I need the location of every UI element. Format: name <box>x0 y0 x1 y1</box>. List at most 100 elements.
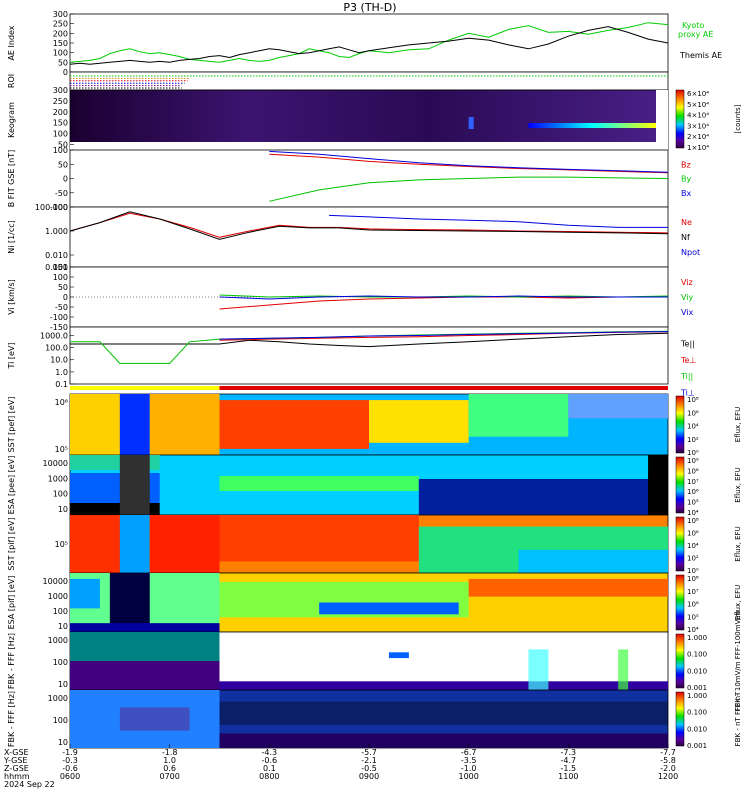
esa_e-spectral-region <box>119 455 150 515</box>
density-ytick-label: 0.001 <box>45 263 68 272</box>
axis-row-label: X-GSE <box>4 748 29 757</box>
sst_i-spectral-region <box>119 515 150 573</box>
bfield-ytick-label: -100 <box>50 203 68 212</box>
axis-tick-value: -7.7 <box>660 748 676 757</box>
axis-tick-value: 0.1 <box>263 764 276 773</box>
keogram-ytick-label: 150 <box>53 119 68 128</box>
density-ytick-label: 0.010 <box>45 251 68 260</box>
fbk_e-ytick-label: 10 <box>58 680 68 689</box>
axis-tick-value: -2.1 <box>361 756 377 765</box>
temperature-legend-entry: Ti⊥ <box>680 389 695 398</box>
esa_i-colorbar <box>675 574 685 631</box>
axis-tick-value: -1.8 <box>162 748 178 757</box>
fbk_e-spectral-region <box>388 652 409 659</box>
velocity-ytick-label: 100 <box>53 273 68 282</box>
velocity-series-vix <box>219 295 668 300</box>
keogram-colorbar-tick: 2×10⁴ <box>687 133 709 141</box>
velocity-ytick-label: -100 <box>50 313 68 322</box>
esa_e-ytick-label: 1000 <box>48 474 68 483</box>
axis-tick-value: -5.7 <box>361 748 377 757</box>
velocity-legend-entry: Vix <box>681 308 694 317</box>
keogram-colorbar-label: [counts] <box>734 104 742 133</box>
density-ytick-label: 100.000 <box>35 203 68 212</box>
esa_e-colorbar-tick: 10⁵ <box>687 499 699 507</box>
esa_i-colorbar-tick: 10⁴ <box>687 626 699 634</box>
ae-ytick-label: 150 <box>53 39 68 48</box>
ae-legend-themis: Themis AE <box>679 51 722 60</box>
sst_i-spectral-region <box>219 515 419 562</box>
esa_i-spectral-region <box>70 623 220 632</box>
temperature-legend-entry: Ti|| <box>680 372 693 381</box>
axis-tick-value: 1.0 <box>163 756 176 765</box>
ae-plot-area <box>69 13 669 73</box>
fbk_b-colorbar-label: FBK - nT FFF-nT <box>734 691 742 746</box>
axis-tick-value: -4.7 <box>561 756 577 765</box>
fbk_e-ylabel: FBK - FFF [Hz] <box>7 633 16 689</box>
esa_i-colorbar-tick: 10⁸ <box>687 575 699 583</box>
temperature-ytick-label: 1000.0 <box>40 331 68 340</box>
keogram-colorbar-tick: 3×10⁴ <box>687 122 709 130</box>
velocity-legend-entry: Viz <box>681 278 693 287</box>
esa_e-ylabel: ESA [pee] [eV] <box>7 456 16 515</box>
axis-tick-value: -1.5 <box>561 764 577 773</box>
esa_e-ytick-label: 10 <box>58 505 68 514</box>
temperature-legend-entry: Te|| <box>680 339 695 348</box>
fbk_b-ytick-label: 10 <box>58 738 68 747</box>
sst_i-spectral-region <box>518 549 668 573</box>
esa_i-ytick-label: 100 <box>53 607 68 616</box>
axis-tick-value: -3.5 <box>461 756 477 765</box>
velocity-ytick-label: 0 <box>63 293 68 302</box>
temperature-ylabel: Ti [eV] <box>7 342 16 369</box>
fbk_b-spectral-region <box>119 707 190 731</box>
fbk_b-colorbar-tick: 0.010 <box>687 725 707 733</box>
mode-bar-slow <box>70 386 220 390</box>
fbk_e-colorbar-tick: 0.001 <box>687 684 707 692</box>
fbk_b-colorbar-tick: 0.100 <box>687 709 707 717</box>
esa_i-ytick-label: 10 <box>58 622 68 631</box>
keogram-ytick-label: 250 <box>53 97 68 106</box>
axis-tick-value: 1000 <box>458 772 478 781</box>
sst_e-colorbar-tick: 10⁸ <box>687 396 699 404</box>
ae-ytick-label: 300 <box>53 10 68 19</box>
roi-ylabel: ROI <box>7 74 16 88</box>
density-legend-entry: Nf <box>681 233 690 242</box>
keogram-blank <box>656 90 668 150</box>
sst_e-colorbar-tick: 10⁰ <box>687 449 699 457</box>
axis-tick-value: -1.9 <box>62 748 78 757</box>
esa_i-colorbar-tick: 10⁵ <box>687 613 699 621</box>
keogram-plot-area <box>69 89 669 151</box>
axis-tick-value: -0.6 <box>62 764 78 773</box>
velocity-ylabel: Vi [km/s] <box>7 279 16 315</box>
bfield-ytick-label: -50 <box>55 189 68 198</box>
sst_i-colorbar-tick: 10⁶ <box>687 530 699 538</box>
esa_e-spectral-region <box>219 476 419 491</box>
fbk_e-colorbar-tick: 0.010 <box>687 667 707 675</box>
fbk_e-colorbar-tick: 0.100 <box>687 651 707 659</box>
keogram-colorbar <box>675 89 685 149</box>
temperature-ytick-label: 1.0 <box>55 368 68 377</box>
fbk_e-ytick-label: 1000 <box>48 636 68 645</box>
ae-ytick-label: 250 <box>53 20 68 29</box>
keogram-colorbar-tick: 1×10⁴ <box>687 144 709 152</box>
keogram-ytick-label: 200 <box>53 108 68 117</box>
esa_e-colorbar-tick: 10⁹ <box>687 457 699 465</box>
keogram-emission <box>528 123 656 128</box>
roi-plot-area <box>69 71 669 91</box>
sst_e-spectral-region <box>149 394 220 455</box>
density-ylabel: Ni [1/cc] <box>7 220 16 254</box>
ae-series-themisae <box>69 26 669 65</box>
sst_e-colorbar-label: Eflux, EFU <box>734 407 742 442</box>
sst_i-colorbar-tick: 10⁸ <box>687 517 699 525</box>
esa_i-ytick-label: 10000 <box>43 577 68 586</box>
esa_i-ytick-label: 1000 <box>48 592 68 601</box>
keogram-colorbar-tick: 5×10⁴ <box>687 101 709 109</box>
fbk_e-colorbar-tick: 1.000 <box>687 634 707 642</box>
axis-tick-value: 0800 <box>259 772 279 781</box>
axis-row-label: hhmm <box>4 772 30 781</box>
axis-tick-value: -5.8 <box>660 756 676 765</box>
density-legend-entry: Ne <box>681 218 692 227</box>
axis-tick-value: -4.3 <box>262 748 278 757</box>
esa_i-spectral-region <box>70 578 100 609</box>
esa_e-colorbar-tick: 10⁴ <box>687 509 699 517</box>
